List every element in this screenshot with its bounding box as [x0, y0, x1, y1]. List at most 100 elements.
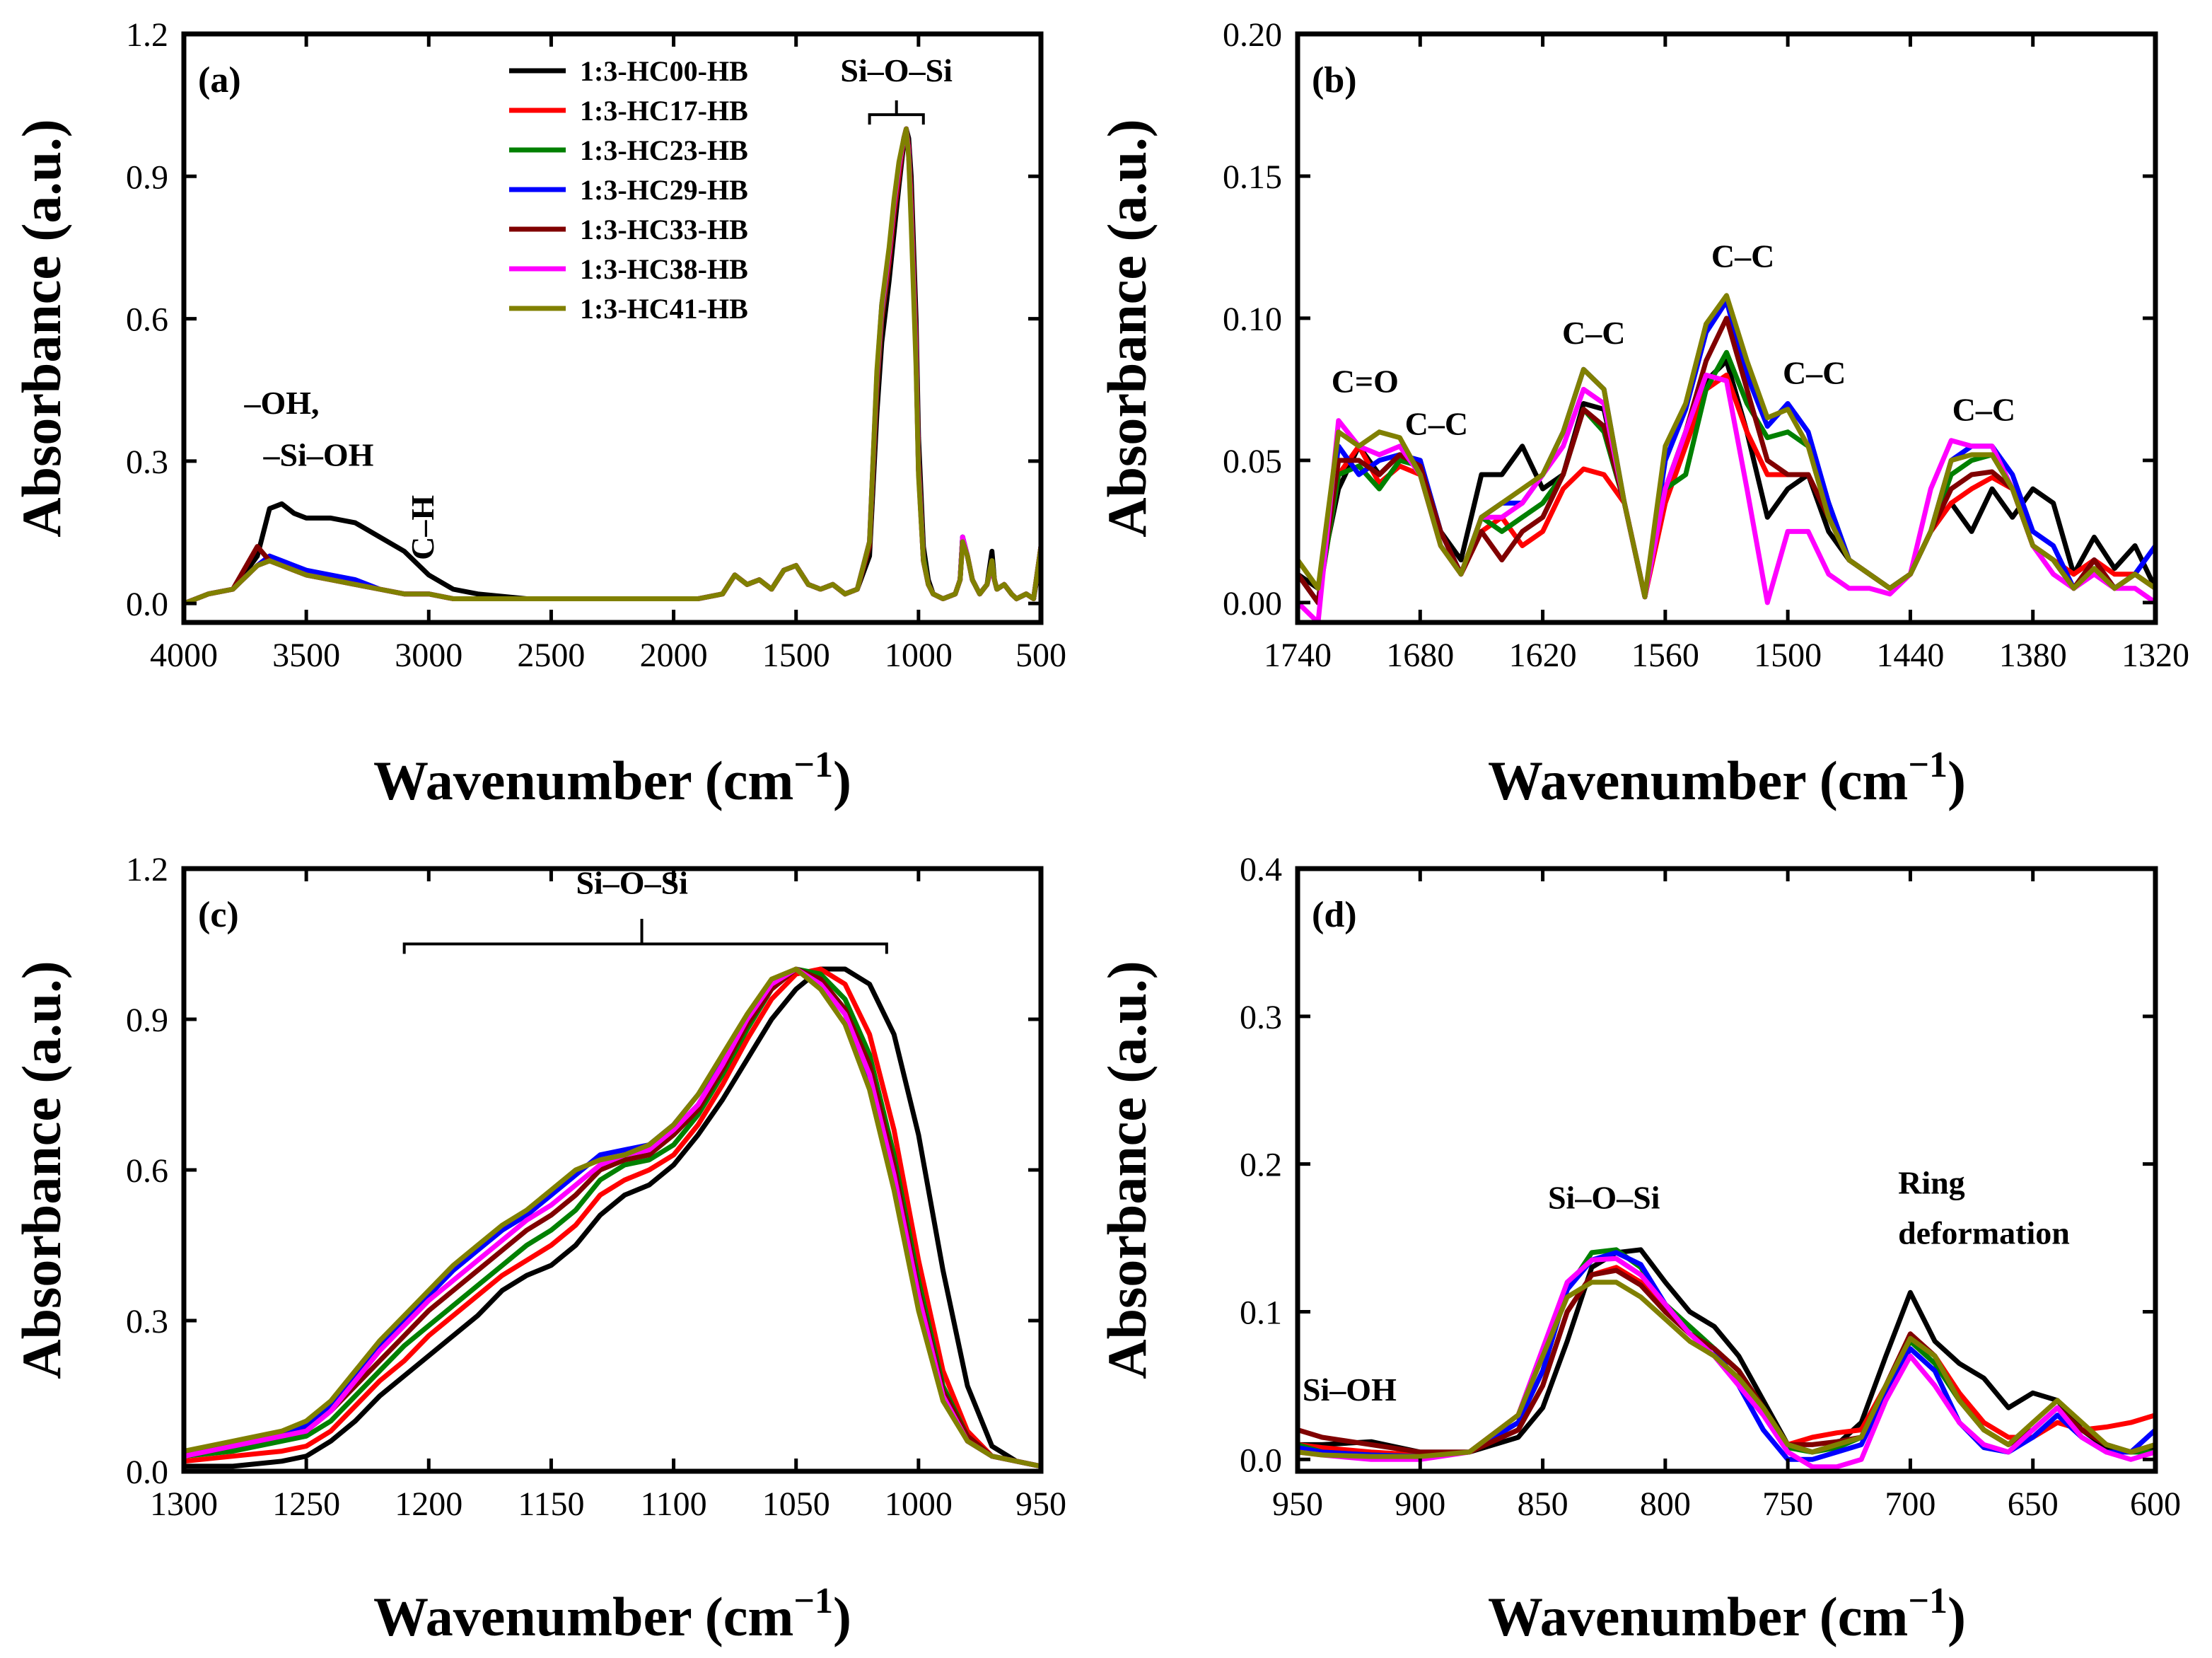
panel-a-bracket: [868, 100, 925, 125]
panel-b-x-axis-label-close: ): [1948, 750, 1966, 811]
panel-c-x-tick-label: 1150: [518, 1485, 584, 1523]
panel-d-x-axis-label-sup: −1: [1908, 1581, 1948, 1621]
panel-b-y-axis-label: Absorbance (a.u.): [1096, 119, 1158, 538]
panel-b-x-tick-label: 1380: [1999, 637, 2067, 674]
legend-label-hc41: 1:3-HC41-HB: [580, 293, 748, 325]
legend-label-hc00: 1:3-HC00-HB: [580, 55, 748, 87]
panel-d-ticks: 950 900 850 800 750 700 650 600 0.0 0.1 0.2 0.3 0.4: [1240, 851, 2181, 1523]
panel-c-series-1-3-hc17-hb: [184, 966, 1041, 1469]
panel-c-y-axis-label: Absorbance (a.u.): [11, 961, 72, 1379]
panel-a: Si–O–Si –OH, –Si–OH C–H 4000 3500 3000 2500 200…: [11, 16, 1066, 811]
panel-a-x-axis-label-main: Wavenumber (cm: [373, 750, 793, 811]
panel-b-x-axis-label-main: Wavenumber (cm: [1488, 750, 1908, 811]
panel-a-x-tick-label: 3000: [395, 637, 462, 674]
panel-b-x-axis-label-sup: −1: [1908, 745, 1948, 785]
panel-c-y-tick-label: 0.9: [126, 1002, 168, 1039]
panel-c-x-axis-label-close: ): [833, 1586, 851, 1647]
panel-b-x-tick-label: 1680: [1386, 637, 1454, 674]
panel-a-x-tick-label: 2000: [640, 637, 708, 674]
panel-d-y-tick-label: 0.1: [1240, 1294, 1282, 1331]
panel-a-x-tick-label: 4000: [150, 637, 218, 674]
panel-d-annotation-si-o-si: Si–O–Si: [1548, 1179, 1660, 1215]
panel-b-y-tick-label: 0.00: [1223, 585, 1282, 622]
panel-a-y-tick-label: 0.9: [126, 158, 168, 196]
panel-b-x-axis-label: Wavenumber (cm−1): [1488, 745, 1966, 811]
panel-a-x-tick-label: 500: [1015, 637, 1066, 674]
legend: 1:3-HC00-HB 1:3-HC17-HB 1:3-HC23-HB 1:3-…: [509, 55, 748, 325]
panel-a-label: (a): [198, 60, 241, 100]
panel-b-annotation-c-c: C–C: [1405, 406, 1468, 442]
panel-b-plot-frame: [1295, 31, 2158, 625]
panel-b-annotations: C=OC–CC–CC–CC–CC–C: [1332, 238, 2015, 442]
panel-d-x-tick-label: 650: [2008, 1485, 2059, 1523]
panel-d-x-axis-label-close: ): [1948, 1586, 1966, 1647]
panel-b: C=OC–CC–CC–CC–CC–C 1740 1680 1620 1560 1500 1…: [1096, 16, 2189, 811]
panel-d-plot-frame: [1295, 866, 2158, 1474]
panel-d-annotation-ring: Ring: [1898, 1164, 1965, 1200]
panel-c-series-1-3-hc00-hb: [184, 966, 1041, 1469]
panel-c-y-tick-label: 0.3: [126, 1303, 168, 1340]
panel-a-x-tick-label: 3500: [272, 637, 340, 674]
panel-a-y-tick-label: 1.2: [126, 16, 168, 54]
panel-c-x-tick-label: 1100: [640, 1485, 706, 1523]
panel-b-x-tick-label: 1560: [1631, 637, 1699, 674]
panel-d-x-axis-label: Wavenumber (cm−1): [1488, 1581, 1966, 1647]
panel-a-x-tick-label: 2500: [517, 637, 585, 674]
panel-b-ticks: 1740 1680 1620 1560 1500 1440 1380 1320 0.00 0.05…: [1223, 16, 2189, 674]
panel-d-y-tick-label: 0.0: [1240, 1442, 1282, 1479]
panel-a-x-axis-label: Wavenumber (cm−1): [373, 745, 851, 811]
panel-a-x-axis-label-sup: −1: [793, 745, 833, 785]
panel-a-series-1-3-hc41-hb: [184, 126, 1041, 606]
panel-c-y-tick-label: 0.6: [126, 1152, 168, 1190]
panel-a-annotations: Si–O–Si –OH, –Si–OH C–H: [243, 52, 953, 560]
panel-d-x-tick-label: 700: [1885, 1485, 1936, 1523]
panel-c-x-axis-label-sup: −1: [793, 1581, 833, 1621]
panel-c-x-tick-label: 1000: [885, 1485, 953, 1523]
panel-d-series-1-3-hc29-hb: [1298, 1250, 2155, 1462]
legend-label-hc29: 1:3-HC29-HB: [580, 174, 748, 206]
panel-d-x-tick-label: 600: [2130, 1485, 2181, 1523]
panel-a-ticks: 4000 3500 3000 2500 2000 1500 1000 500 0.0 0.3 0.6…: [126, 16, 1066, 674]
panel-b-series: [1298, 293, 2155, 622]
panel-d-y-tick-label: 0.4: [1240, 851, 1282, 888]
panel-c-x-tick-label: 1050: [762, 1485, 830, 1523]
panel-b-series-1-3-hc41-hb: [1298, 293, 2155, 600]
panel-a-plot-frame: [181, 31, 1044, 625]
panel-b-annotation-c-o: C=O: [1332, 363, 1399, 399]
panel-d-x-axis-label-main: Wavenumber (cm: [1488, 1586, 1908, 1647]
panel-b-annotation-c-c: C–C: [1783, 354, 1846, 390]
legend-label-hc33: 1:3-HC33-HB: [580, 214, 748, 245]
panel-d-y-tick-label: 0.3: [1240, 999, 1282, 1036]
panel-b-label: (b): [1312, 60, 1357, 100]
legend-label-hc38: 1:3-HC38-HB: [580, 253, 748, 285]
panel-a-series: [184, 126, 1041, 606]
panel-d-x-tick-label: 850: [1518, 1485, 1568, 1523]
panel-d-series-1-3-hc41-hb: [1298, 1280, 2155, 1459]
panel-c-y-tick-label: 0.0: [126, 1454, 168, 1491]
panel-a-y-tick-label: 0.6: [126, 301, 168, 339]
panel-c-y-tick-label: 1.2: [126, 851, 168, 888]
panel-b-y-tick-label: 0.20: [1223, 16, 1282, 54]
panel-a-annotation-oh: –OH,: [243, 385, 319, 421]
panel-b-y-tick-label: 0.15: [1223, 158, 1282, 196]
panel-a-x-tick-label: 1000: [885, 637, 953, 674]
panel-d-label: (d): [1312, 895, 1357, 935]
panel-b-x-tick-label: 1320: [2121, 637, 2189, 674]
panel-c-label: (c): [198, 895, 239, 935]
panel-b-x-tick-label: 1740: [1264, 637, 1332, 674]
panel-b-annotation-c-c: C–C: [1711, 238, 1774, 274]
panel-c: Si–O–Si 1300 1250 1200 1150 1100 1050 1000 9500…: [11, 851, 1066, 1647]
panel-c-ticks: 1300 1250 1200 1150 1100 1050 1000 950 0.0 0.3 0.6…: [126, 851, 1066, 1523]
panel-b-x-tick-label: 1620: [1509, 637, 1577, 674]
panel-d-y-tick-label: 0.2: [1240, 1147, 1282, 1184]
panel-d-annotation-deformation: deformation: [1898, 1214, 2070, 1251]
legend-label-hc23: 1:3-HC23-HB: [580, 134, 748, 166]
panel-a-annotation-c-h: C–H: [404, 495, 441, 560]
panel-b-annotation-c-c: C–C: [1952, 392, 2015, 428]
panel-a-x-tick-label: 1500: [762, 637, 830, 674]
panel-d-series: [1298, 1247, 2155, 1470]
panel-a-y-tick-label: 0.3: [126, 444, 168, 481]
panel-c-x-tick-label: 1300: [150, 1485, 218, 1523]
panel-c-x-axis-label-main: Wavenumber (cm: [373, 1586, 793, 1647]
